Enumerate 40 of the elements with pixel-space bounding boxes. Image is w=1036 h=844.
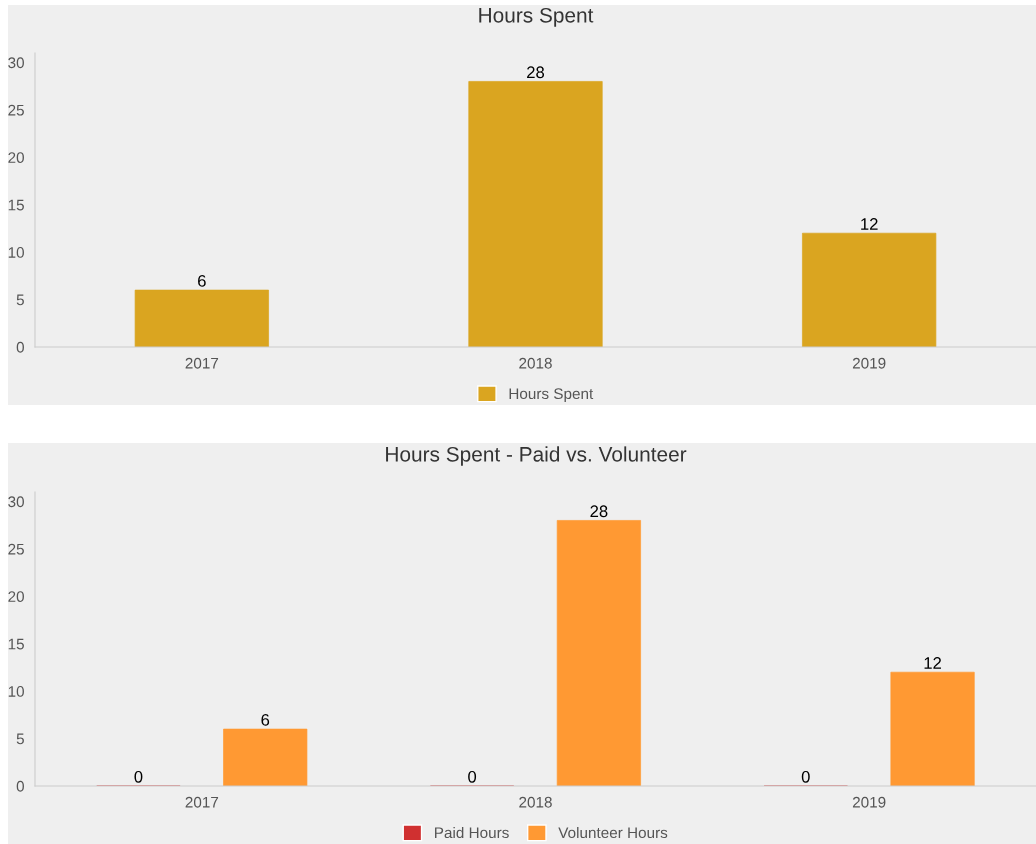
bar <box>468 81 603 347</box>
y-tick-label: 15 <box>8 199 24 211</box>
bar <box>223 728 308 786</box>
bar <box>802 232 937 347</box>
legend-label: Hours Spent <box>509 388 594 403</box>
data-label: 12 <box>861 218 878 230</box>
x-tick-label: 2019 <box>852 357 886 369</box>
data-label: 28 <box>590 505 608 518</box>
y-tick-label: 10 <box>8 686 24 697</box>
legend-label: Paid Hours <box>435 826 509 839</box>
data-label: 6 <box>198 275 206 287</box>
y-tick-label: 0 <box>16 341 24 353</box>
data-label: 0 <box>134 770 143 783</box>
bar <box>890 671 975 786</box>
x-tick-label: 2018 <box>519 796 552 808</box>
legend-label: Volunteer Hours <box>558 826 668 839</box>
bar <box>556 520 641 786</box>
y-tick-label: 25 <box>8 104 24 116</box>
data-label: 28 <box>527 66 545 79</box>
y-tick-label: 0 <box>16 780 24 792</box>
y-tick-label: 5 <box>16 733 24 745</box>
chart-title: Hours Spent <box>479 7 594 27</box>
x-tick-label: 2017 <box>185 357 219 369</box>
y-tick-label: 20 <box>8 591 24 603</box>
chart-title: Hours Spent - Paid vs. Volunteer <box>386 446 687 466</box>
data-label: 12 <box>924 657 941 669</box>
data-label: 0 <box>801 770 810 783</box>
y-tick-label: 30 <box>8 57 24 69</box>
x-tick-label: 2017 <box>185 796 219 808</box>
y-tick-label: 5 <box>16 294 24 306</box>
y-tick-label: 30 <box>8 496 24 508</box>
y-tick-label: 25 <box>8 543 24 555</box>
data-label: 6 <box>261 714 270 726</box>
x-tick-label: 2018 <box>519 357 552 369</box>
y-tick-label: 15 <box>8 638 24 650</box>
bar <box>134 289 269 347</box>
x-tick-label: 2019 <box>852 796 886 808</box>
data-label: 0 <box>468 770 477 783</box>
y-tick-label: 10 <box>8 247 24 258</box>
y-tick-label: 20 <box>8 152 24 164</box>
